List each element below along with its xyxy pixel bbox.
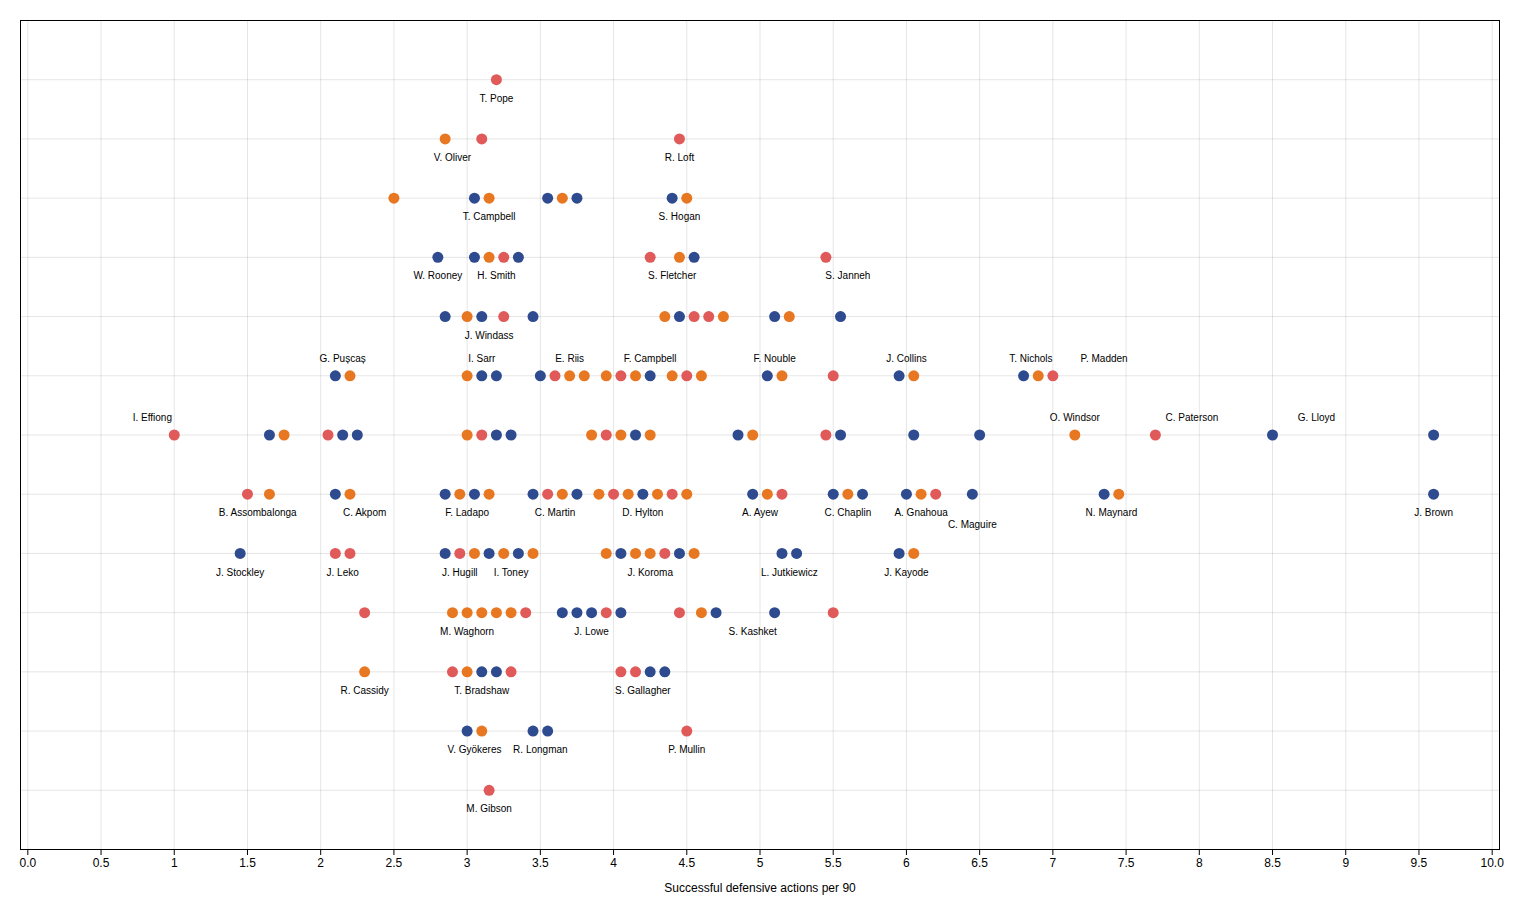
svg-text:S. Gallagher: S. Gallagher [615, 685, 671, 696]
svg-text:C. Akpom: C. Akpom [343, 507, 386, 518]
svg-text:G. Lloyd: G. Lloyd [1298, 412, 1335, 423]
svg-text:T. Bradshaw: T. Bradshaw [454, 685, 510, 696]
svg-text:F. Nouble: F. Nouble [754, 353, 797, 364]
svg-text:J. Koroma: J. Koroma [627, 567, 673, 578]
svg-text:R. Cassidy: R. Cassidy [340, 685, 388, 696]
svg-text:10.0: 10.0 [1480, 856, 1504, 870]
svg-text:H. Smith: H. Smith [477, 270, 515, 281]
svg-text:7: 7 [1050, 856, 1057, 870]
svg-text:4.5: 4.5 [678, 856, 695, 870]
svg-text:D. Hylton: D. Hylton [622, 507, 663, 518]
svg-text:N. Maynard: N. Maynard [1086, 507, 1138, 518]
svg-text:I. Toney: I. Toney [494, 567, 529, 578]
svg-text:R. Loft: R. Loft [665, 152, 695, 163]
svg-text:J. Lowe: J. Lowe [574, 626, 609, 637]
svg-text:5: 5 [757, 856, 764, 870]
svg-text:S. Fletcher: S. Fletcher [648, 270, 697, 281]
svg-text:J. Hugill: J. Hugill [442, 567, 478, 578]
svg-text:5.5: 5.5 [825, 856, 842, 870]
svg-text:C. Maguire: C. Maguire [948, 519, 997, 530]
svg-text:8.5: 8.5 [1264, 856, 1281, 870]
svg-text:J. Brown: J. Brown [1414, 507, 1453, 518]
svg-text:A. Gnahoua: A. Gnahoua [894, 507, 948, 518]
svg-text:C. Martin: C. Martin [535, 507, 576, 518]
svg-text:V. Oliver: V. Oliver [434, 152, 472, 163]
svg-text:0.0: 0.0 [19, 856, 36, 870]
svg-text:9: 9 [1342, 856, 1349, 870]
svg-text:M. Waghorn: M. Waghorn [440, 626, 494, 637]
svg-text:2: 2 [317, 856, 324, 870]
svg-text:S. Kashket: S. Kashket [728, 626, 777, 637]
svg-text:P. Madden: P. Madden [1081, 353, 1128, 364]
svg-text:J. Collins: J. Collins [886, 353, 927, 364]
svg-text:J. Leko: J. Leko [327, 567, 360, 578]
svg-text:1.5: 1.5 [239, 856, 256, 870]
svg-text:C. Paterson: C. Paterson [1166, 412, 1219, 423]
svg-text:0.5: 0.5 [93, 856, 110, 870]
svg-text:F. Campbell: F. Campbell [624, 353, 677, 364]
svg-text:C. Chaplin: C. Chaplin [825, 507, 872, 518]
svg-text:I. Effiong: I. Effiong [133, 412, 172, 423]
svg-text:E. Riis: E. Riis [555, 353, 584, 364]
svg-text:3: 3 [464, 856, 471, 870]
svg-text:8: 8 [1196, 856, 1203, 870]
svg-text:T. Pope: T. Pope [479, 93, 513, 104]
svg-text:V. Gyökeres: V. Gyökeres [447, 744, 501, 755]
svg-text:M. Gibson: M. Gibson [466, 803, 512, 814]
svg-text:6: 6 [903, 856, 910, 870]
svg-text:1: 1 [171, 856, 178, 870]
svg-text:R. Longman: R. Longman [513, 744, 567, 755]
svg-text:F. Ladapo: F. Ladapo [445, 507, 489, 518]
svg-text:S. Janneh: S. Janneh [825, 270, 870, 281]
svg-text:J. Stockley: J. Stockley [216, 567, 264, 578]
svg-text:Successful defensive actions p: Successful defensive actions per 90 [664, 881, 856, 895]
svg-text:S. Hogan: S. Hogan [659, 211, 701, 222]
svg-text:2.5: 2.5 [386, 856, 403, 870]
svg-text:O. Windsor: O. Windsor [1050, 412, 1101, 423]
svg-text:J. Windass: J. Windass [465, 330, 514, 341]
svg-text:G. Pușcaș: G. Pușcaș [320, 353, 366, 364]
svg-text:T. Campbell: T. Campbell [463, 211, 516, 222]
svg-text:I. Sarr: I. Sarr [468, 353, 496, 364]
svg-text:A. Ayew: A. Ayew [742, 507, 779, 518]
svg-text:7.5: 7.5 [1118, 856, 1135, 870]
svg-text:B. Assombalonga: B. Assombalonga [219, 507, 297, 518]
svg-text:3.5: 3.5 [532, 856, 549, 870]
svg-text:9.5: 9.5 [1411, 856, 1428, 870]
svg-text:J. Kayode: J. Kayode [884, 567, 929, 578]
svg-text:W. Rooney: W. Rooney [413, 270, 462, 281]
svg-text:4: 4 [610, 856, 617, 870]
svg-text:L. Jutkiewicz: L. Jutkiewicz [761, 567, 818, 578]
svg-text:T. Nichols: T. Nichols [1009, 353, 1052, 364]
svg-text:P. Mullin: P. Mullin [668, 744, 705, 755]
svg-text:6.5: 6.5 [971, 856, 988, 870]
